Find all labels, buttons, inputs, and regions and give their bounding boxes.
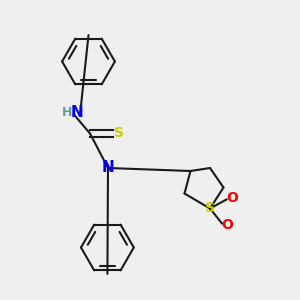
Text: N: N xyxy=(102,160,114,175)
Text: O: O xyxy=(226,191,238,205)
Text: S: S xyxy=(205,202,215,215)
Text: H: H xyxy=(61,106,72,119)
Text: O: O xyxy=(221,218,233,232)
Text: N: N xyxy=(71,105,83,120)
Text: S: S xyxy=(114,127,124,140)
